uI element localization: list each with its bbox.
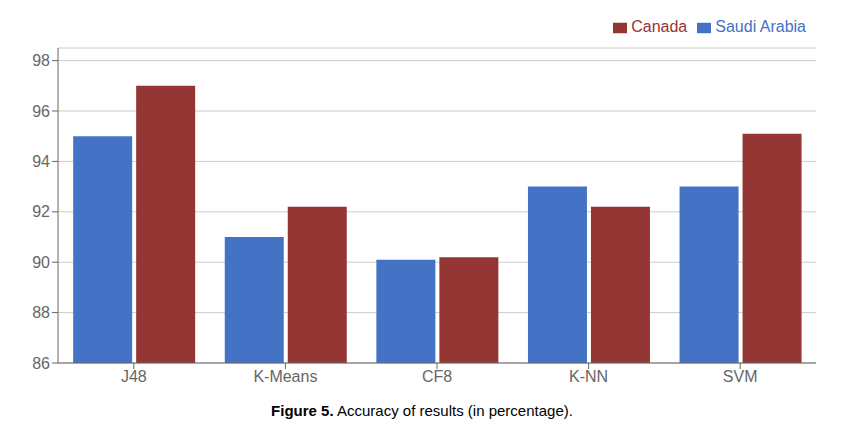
svg-text:K-Means: K-Means (253, 368, 317, 385)
svg-text:J48: J48 (121, 368, 147, 385)
svg-text:94: 94 (32, 153, 50, 170)
svg-text:98: 98 (32, 52, 50, 69)
svg-text:92: 92 (32, 203, 50, 220)
svg-text:K-NN: K-NN (569, 368, 608, 385)
svg-text:86: 86 (32, 355, 50, 372)
svg-text:CF8: CF8 (422, 368, 452, 385)
svg-text:SVM: SVM (723, 368, 758, 385)
html-text:Canada: Canada (631, 18, 688, 35)
svg-text:90: 90 (32, 254, 50, 271)
svg-text:96: 96 (32, 103, 50, 120)
svg-text:88: 88 (32, 304, 50, 321)
html-text:Figure 5. Accuracy of results: Figure 5. Accuracy of results (in percen… (271, 402, 573, 419)
html-text:Saudi Arabia: Saudi Arabia (715, 18, 806, 35)
